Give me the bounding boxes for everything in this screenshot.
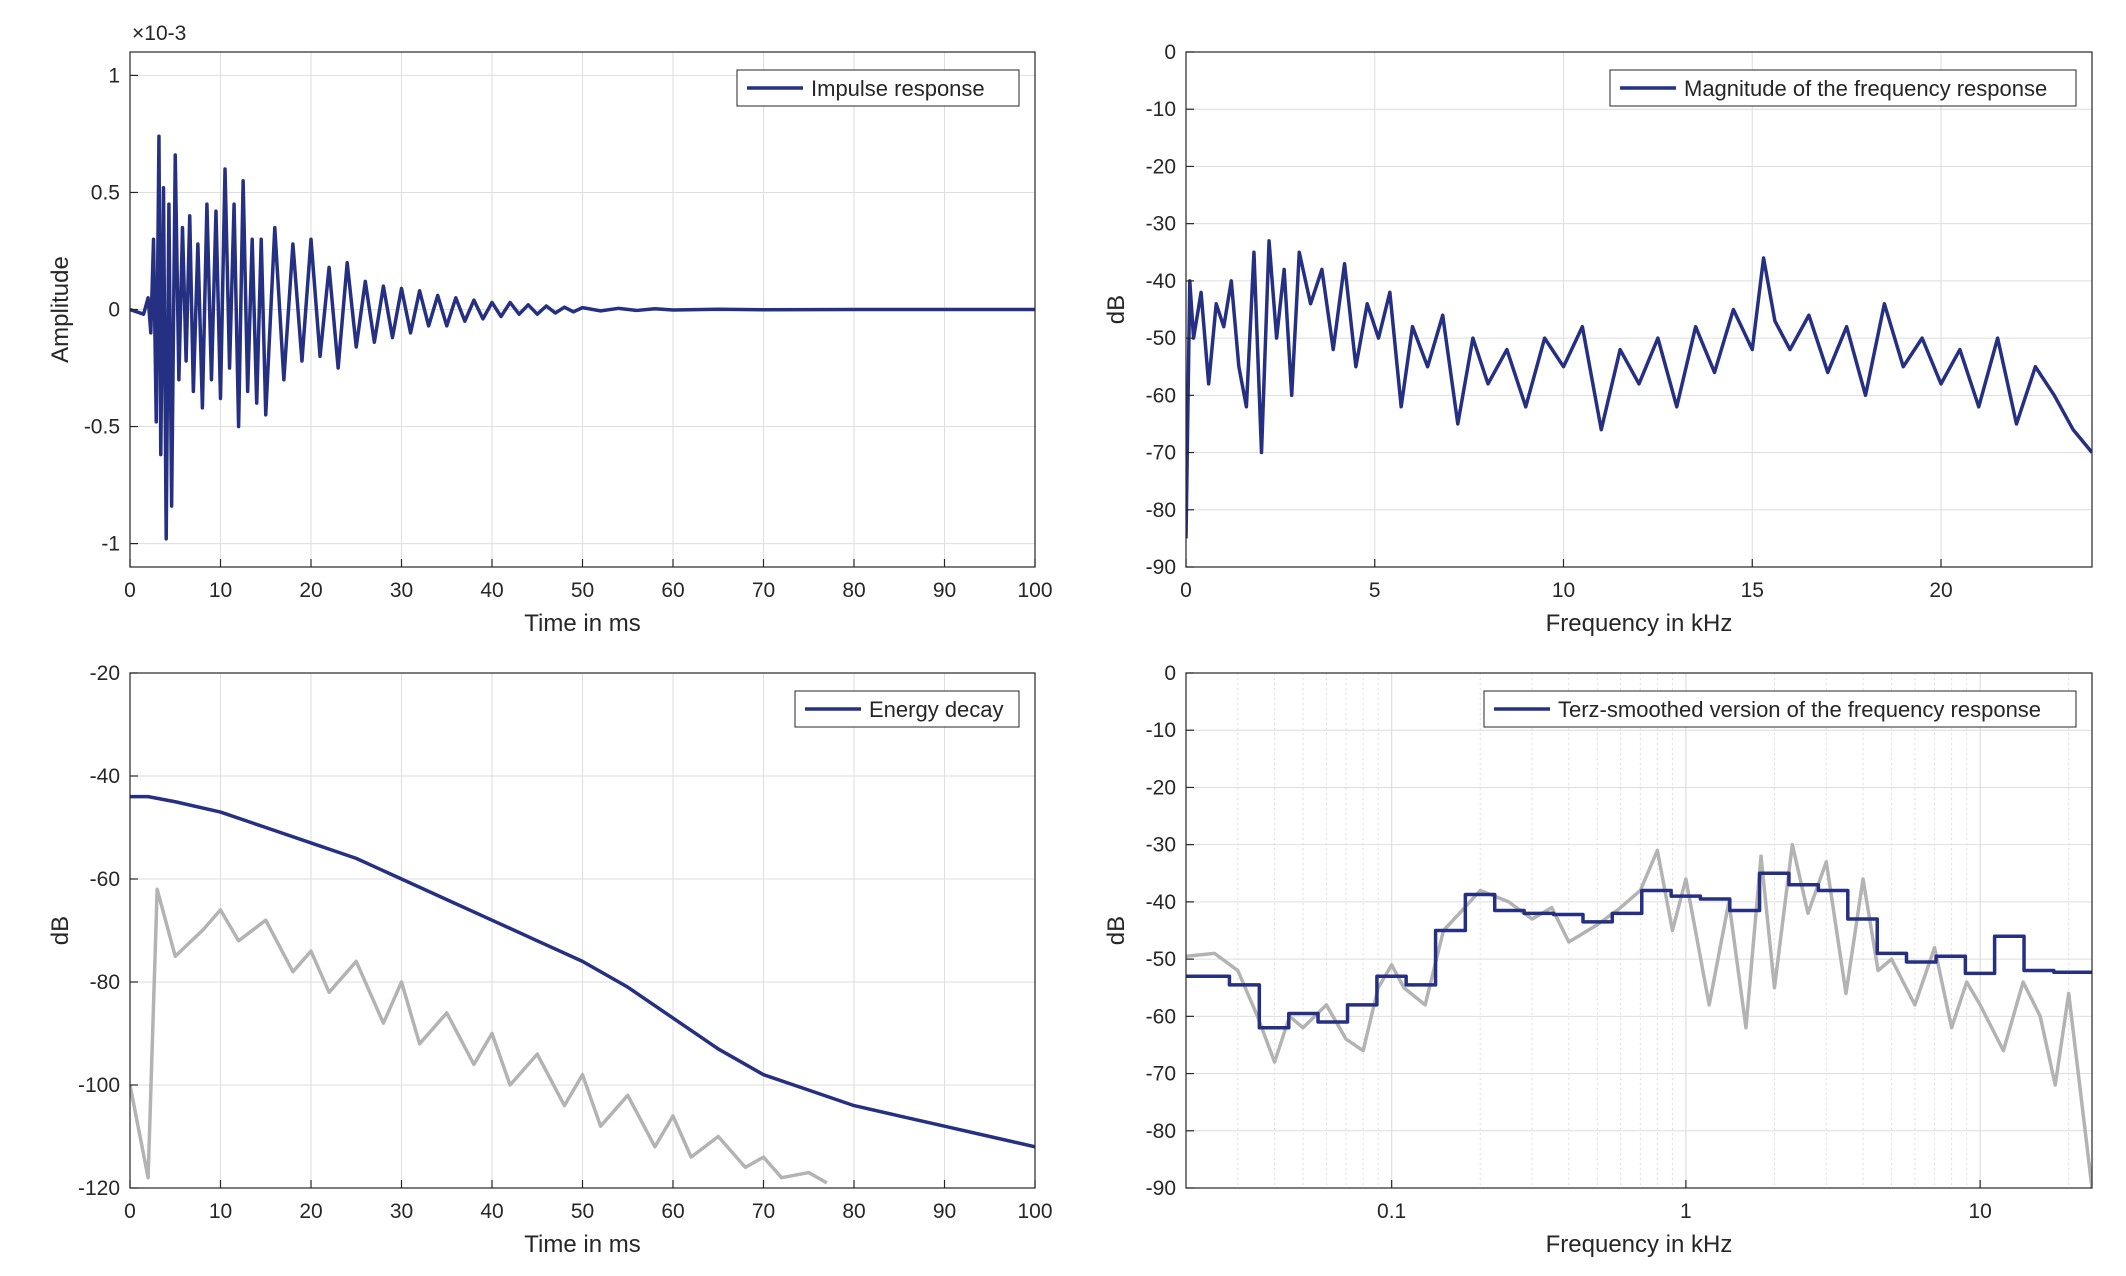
x-tick-label: 20 — [1929, 579, 1952, 602]
y-tick-label: -60 — [1146, 384, 1176, 407]
terz-smoothed-chart: 0.1 1 10 0 -10 -20 -30 -40 -50 -60 -70 -80 -90 Freque… — [1103, 662, 2093, 1258]
x-tick-label: 10 — [209, 579, 232, 602]
y-tick-label: -10 — [1146, 719, 1176, 742]
y-tick-label: -40 — [90, 765, 120, 788]
y-tick-label: -70 — [1146, 1063, 1176, 1086]
legend-label: Energy decay — [869, 697, 1004, 722]
x-tick-label: 1 — [1680, 1200, 1692, 1223]
legend-label: Terz-smoothed version of the frequency r… — [1558, 697, 2041, 722]
y-tick-label: -120 — [78, 1177, 120, 1200]
y-tick-label: -80 — [90, 971, 120, 994]
y-tick-label: -20 — [1146, 155, 1176, 178]
y-tick-label: -1 — [101, 533, 120, 556]
x-tick-label: 15 — [1741, 579, 1764, 602]
data-series-line — [1186, 239, 2092, 539]
x-tick-label: 0 — [124, 579, 136, 602]
axes-box — [1185, 672, 2093, 1189]
y-tick-label: -20 — [1146, 776, 1176, 799]
x-tick-label: 30 — [390, 579, 413, 602]
y-tick-label: -70 — [1146, 442, 1176, 465]
y-tick-label: -0.5 — [84, 416, 120, 439]
x-tick-label: 60 — [661, 1200, 684, 1223]
y-axis-label: dB — [1103, 916, 1130, 945]
y-tick-label: -80 — [1146, 1120, 1176, 1143]
x-tick-label: 70 — [752, 1200, 775, 1223]
x-axis-label: Time in ms — [524, 1231, 640, 1258]
x-tick-label: 0 — [1180, 579, 1192, 602]
x-tick-label: 90 — [933, 1200, 956, 1223]
legend-box — [1609, 69, 2077, 107]
y-tick-label: -40 — [1146, 270, 1176, 293]
x-tick-label: 30 — [390, 1200, 413, 1223]
x-tick-label: 0 — [124, 1200, 136, 1223]
x-tick-label: 5 — [1369, 579, 1381, 602]
y-axis-label: dB — [1103, 295, 1130, 324]
y-tick-label: -60 — [90, 868, 120, 891]
y-tick-label: 0 — [1164, 41, 1176, 64]
y-tick-label: 1 — [108, 64, 120, 87]
x-tick-label: 20 — [299, 1200, 322, 1223]
x-tick-label: 100 — [1017, 579, 1052, 602]
x-tick-label: 100 — [1017, 1200, 1052, 1223]
y-tick-label: -50 — [1146, 327, 1176, 350]
x-tick-label: 60 — [661, 579, 684, 602]
y-tick-label: -20 — [90, 662, 120, 685]
x-tick-label: 80 — [842, 1200, 865, 1223]
y-tick-label: -30 — [1146, 213, 1176, 236]
x-axis-label: Frequency in kHz — [1546, 1231, 1733, 1258]
y-tick-label: -40 — [1146, 891, 1176, 914]
x-tick-label: 40 — [480, 579, 503, 602]
y-tick-label: 0 — [108, 299, 120, 322]
x-tick-label: 40 — [480, 1200, 503, 1223]
energy-decay-chart: 0 10 20 30 40 50 60 70 80 90 100 -20 -40 -60 -80 -100 -1… — [47, 662, 1053, 1258]
y-tick-label: -30 — [1146, 834, 1176, 857]
y-axis-label: dB — [47, 916, 74, 945]
x-tick-label: 20 — [299, 579, 322, 602]
axes-box — [1185, 51, 2093, 568]
y-tick-label: 0 — [1164, 662, 1176, 685]
y-exponent-label: ×10-3 — [132, 22, 186, 45]
y-tick-label: -90 — [1146, 556, 1176, 579]
x-tick-label: 10 — [1552, 579, 1575, 602]
frequency-magnitude-chart: 0 5 10 15 20 0 -10 -20 -30 -40 -50 -60 -70 -80 -90 Freq… — [1103, 41, 2093, 637]
data-series-line — [130, 134, 1035, 541]
impulse-response-chart: 0 10 20 30 40 50 60 70 80 90 100 1 0.5 0 -0.5 -1 Time in… — [47, 22, 1053, 637]
y-tick-label: -60 — [1146, 1005, 1176, 1028]
y-tick-label: 0.5 — [91, 181, 120, 204]
legend-box — [1483, 690, 2077, 728]
y-tick-label: -100 — [78, 1074, 120, 1097]
y-tick-label: -80 — [1146, 499, 1176, 522]
x-tick-label: 50 — [571, 579, 594, 602]
legend-label: Magnitude of the frequency response — [1684, 76, 2047, 101]
y-tick-label: -90 — [1146, 1177, 1176, 1200]
y-axis-label: Amplitude — [47, 256, 74, 363]
y-tick-label: -50 — [1146, 948, 1176, 971]
x-tick-label: 90 — [933, 579, 956, 602]
data-series-line — [130, 794, 1035, 1149]
x-tick-label: 70 — [752, 579, 775, 602]
x-tick-label: 50 — [571, 1200, 594, 1223]
x-tick-label: 0.1 — [1377, 1200, 1406, 1223]
data-series-line — [1186, 871, 2092, 1030]
x-tick-label: 10 — [1968, 1200, 1991, 1223]
x-axis-label: Frequency in kHz — [1546, 610, 1733, 637]
x-tick-label: 10 — [209, 1200, 232, 1223]
reference-series-line — [130, 887, 828, 1185]
x-axis-label: Time in ms — [524, 610, 640, 637]
x-tick-label: 80 — [842, 579, 865, 602]
legend-label: Impulse response — [811, 76, 985, 101]
y-tick-label: -10 — [1146, 98, 1176, 121]
